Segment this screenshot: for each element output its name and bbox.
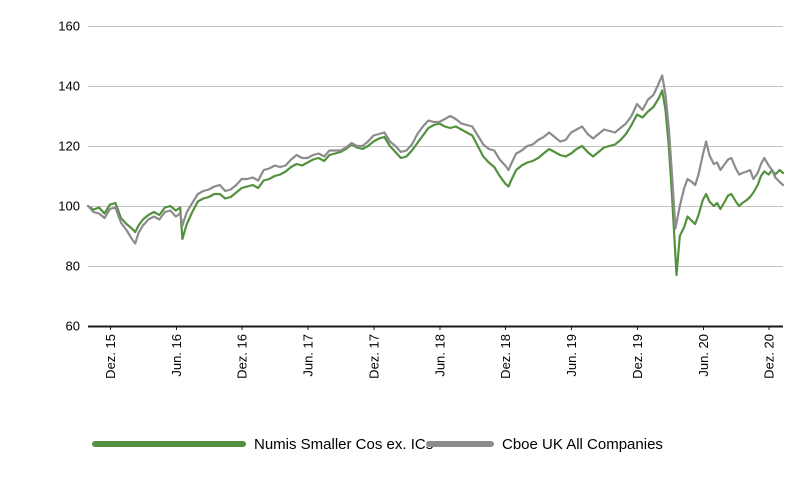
series-line-numis-smaller-cos-ex-ics — [86, 89, 785, 277]
legend-label-cboe: Cboe UK All Companies — [502, 435, 663, 453]
legend-line-cboe — [426, 441, 494, 447]
x-tick-label: Jun. 20 — [696, 334, 711, 377]
x-tick-label: Dez. 20 — [762, 334, 777, 379]
x-tick-label: Dez. 15 — [103, 334, 118, 379]
y-tick-label: 120 — [58, 139, 80, 154]
x-tick-label: Jun. 17 — [301, 334, 316, 377]
x-tick-label: Dez. 16 — [235, 334, 250, 379]
legend-label-numis: Numis Smaller Cos ex. ICs — [254, 435, 434, 453]
y-tick-label: 60 — [66, 319, 80, 334]
x-tick-label: Jun. 18 — [432, 334, 447, 377]
chart-legend: Numis Smaller Cos ex. ICs Cboe UK All Co… — [0, 428, 800, 460]
legend-item-cboe: Cboe UK All Companies — [426, 428, 663, 460]
legend-line-numis — [92, 441, 246, 447]
y-tick-label: 160 — [58, 19, 80, 34]
x-tick-label: Jun. 19 — [564, 334, 579, 377]
x-tick-label: Dez. 18 — [498, 334, 513, 379]
x-tick-label: Dez. 17 — [366, 334, 381, 379]
y-tick-label: 100 — [58, 199, 80, 214]
y-tick-label: 80 — [66, 259, 80, 274]
x-tick-label: Dez. 19 — [630, 334, 645, 379]
legend-item-numis: Numis Smaller Cos ex. ICs — [92, 428, 433, 460]
x-tick-label: Jun. 16 — [169, 334, 184, 377]
y-tick-label: 140 — [58, 79, 80, 94]
series-line-cboe-uk-all-companies — [86, 74, 785, 245]
